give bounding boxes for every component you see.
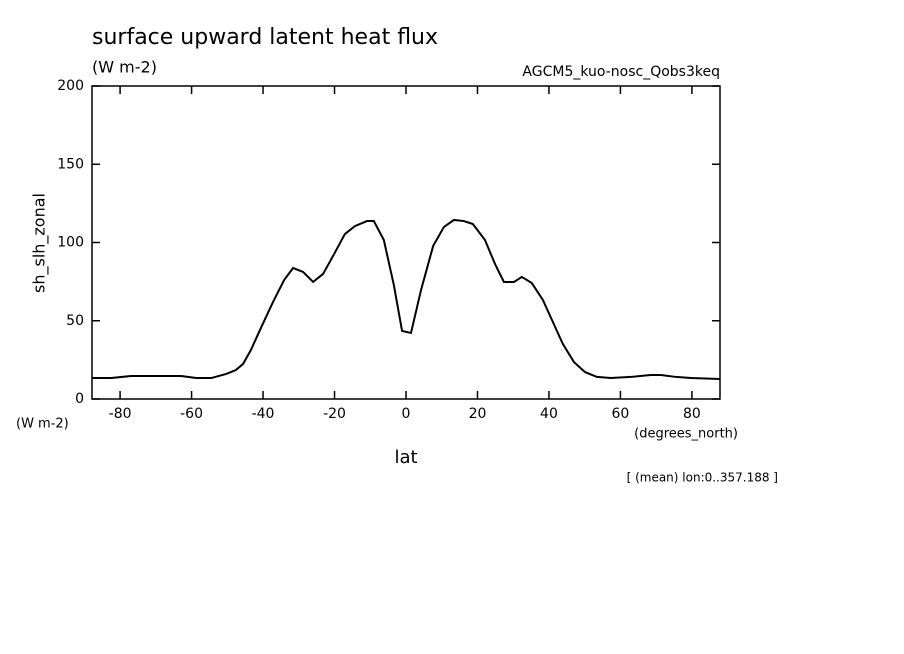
y-tick-label: 100 — [57, 235, 84, 251]
x-tick-label: -20 — [323, 406, 346, 422]
y-axis-label: sh_slh_zonal — [30, 193, 50, 293]
x-tick-label: -60 — [180, 406, 203, 422]
x-tick-label: 60 — [612, 406, 630, 422]
note: [ (mean) lon:0..357.188 ] — [627, 471, 778, 485]
y-tick-label: 200 — [57, 78, 84, 94]
x-tick-label: 0 — [402, 406, 411, 422]
chart-title: surface upward latent heat flux — [92, 25, 438, 50]
x-tick-label: -40 — [252, 406, 275, 422]
x-tick-label: 40 — [540, 406, 558, 422]
plot-frame — [91, 85, 721, 400]
x-tick-label: -80 — [109, 406, 132, 422]
dataset-label: AGCM5_kuo-nosc_Qobs3keq — [522, 64, 720, 80]
x-axis-label: lat — [394, 447, 417, 468]
y-units: (W m-2) — [16, 417, 69, 432]
chart-subtitle: (W m-2) — [92, 58, 157, 77]
x-tick-label: 80 — [683, 406, 701, 422]
data-line — [92, 218, 721, 380]
x-units: (degrees_north) — [634, 427, 738, 442]
y-tick-label: 0 — [75, 391, 84, 407]
x-tick-label: 20 — [469, 406, 487, 422]
y-tick-label: 50 — [66, 313, 84, 329]
y-tick-label: 150 — [57, 156, 84, 172]
